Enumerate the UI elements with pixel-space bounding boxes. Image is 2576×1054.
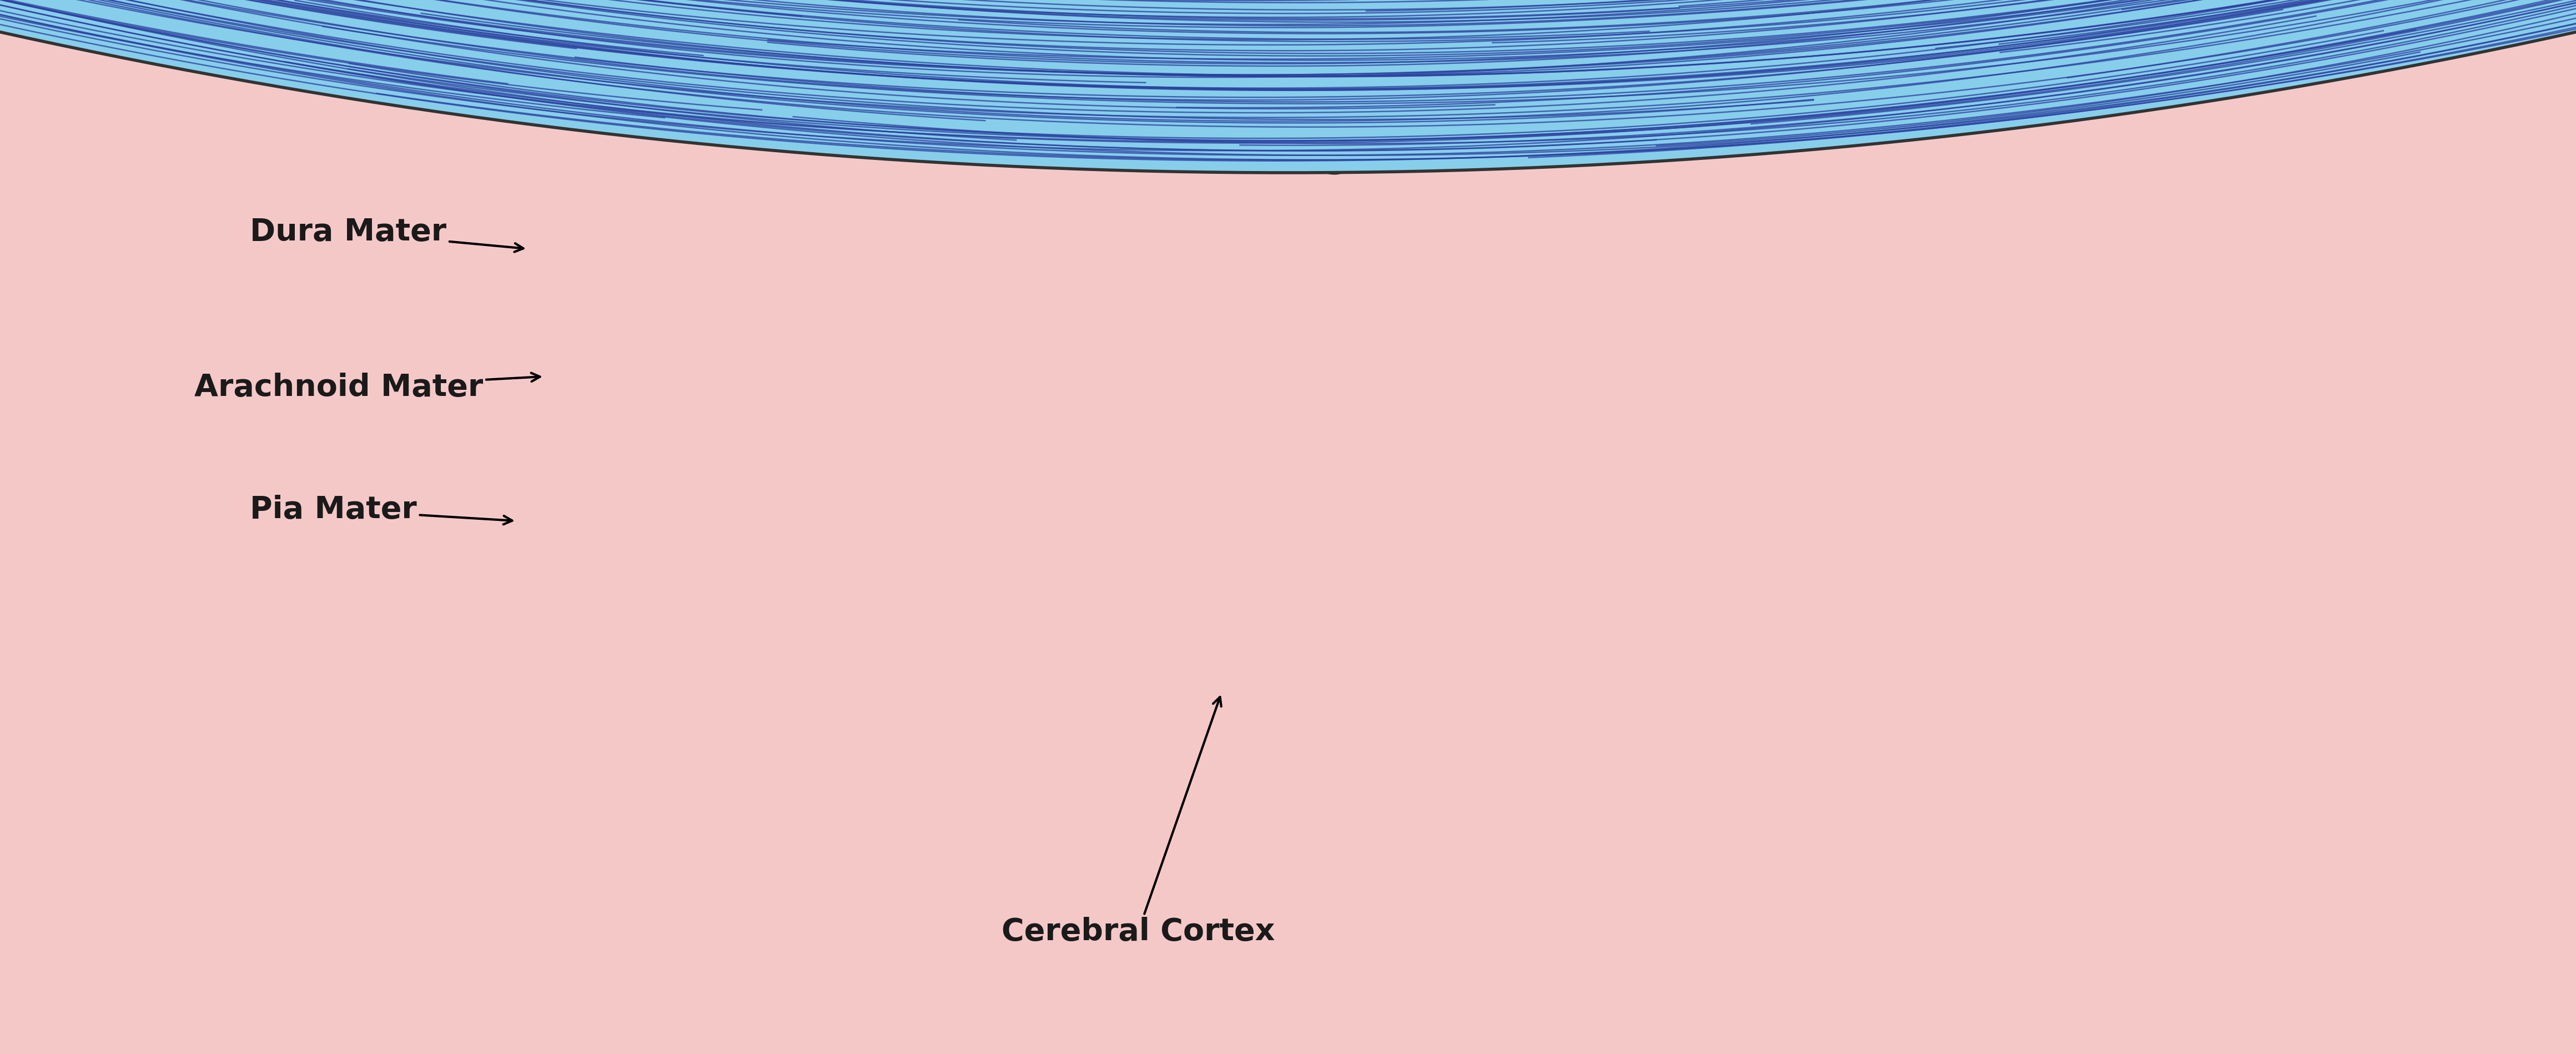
Text: Arachnoid Mater: Arachnoid Mater	[193, 373, 541, 403]
Polygon shape	[0, 0, 2576, 173]
Text: Cerebral Cortex: Cerebral Cortex	[1002, 697, 1275, 946]
Text: Pia Mater: Pia Mater	[250, 494, 513, 525]
Text: (Meninges): (Meninges)	[1146, 131, 1430, 175]
Text: Central Nervous System: Central Nervous System	[984, 52, 1592, 96]
Text: Dura Mater: Dura Mater	[250, 217, 523, 252]
